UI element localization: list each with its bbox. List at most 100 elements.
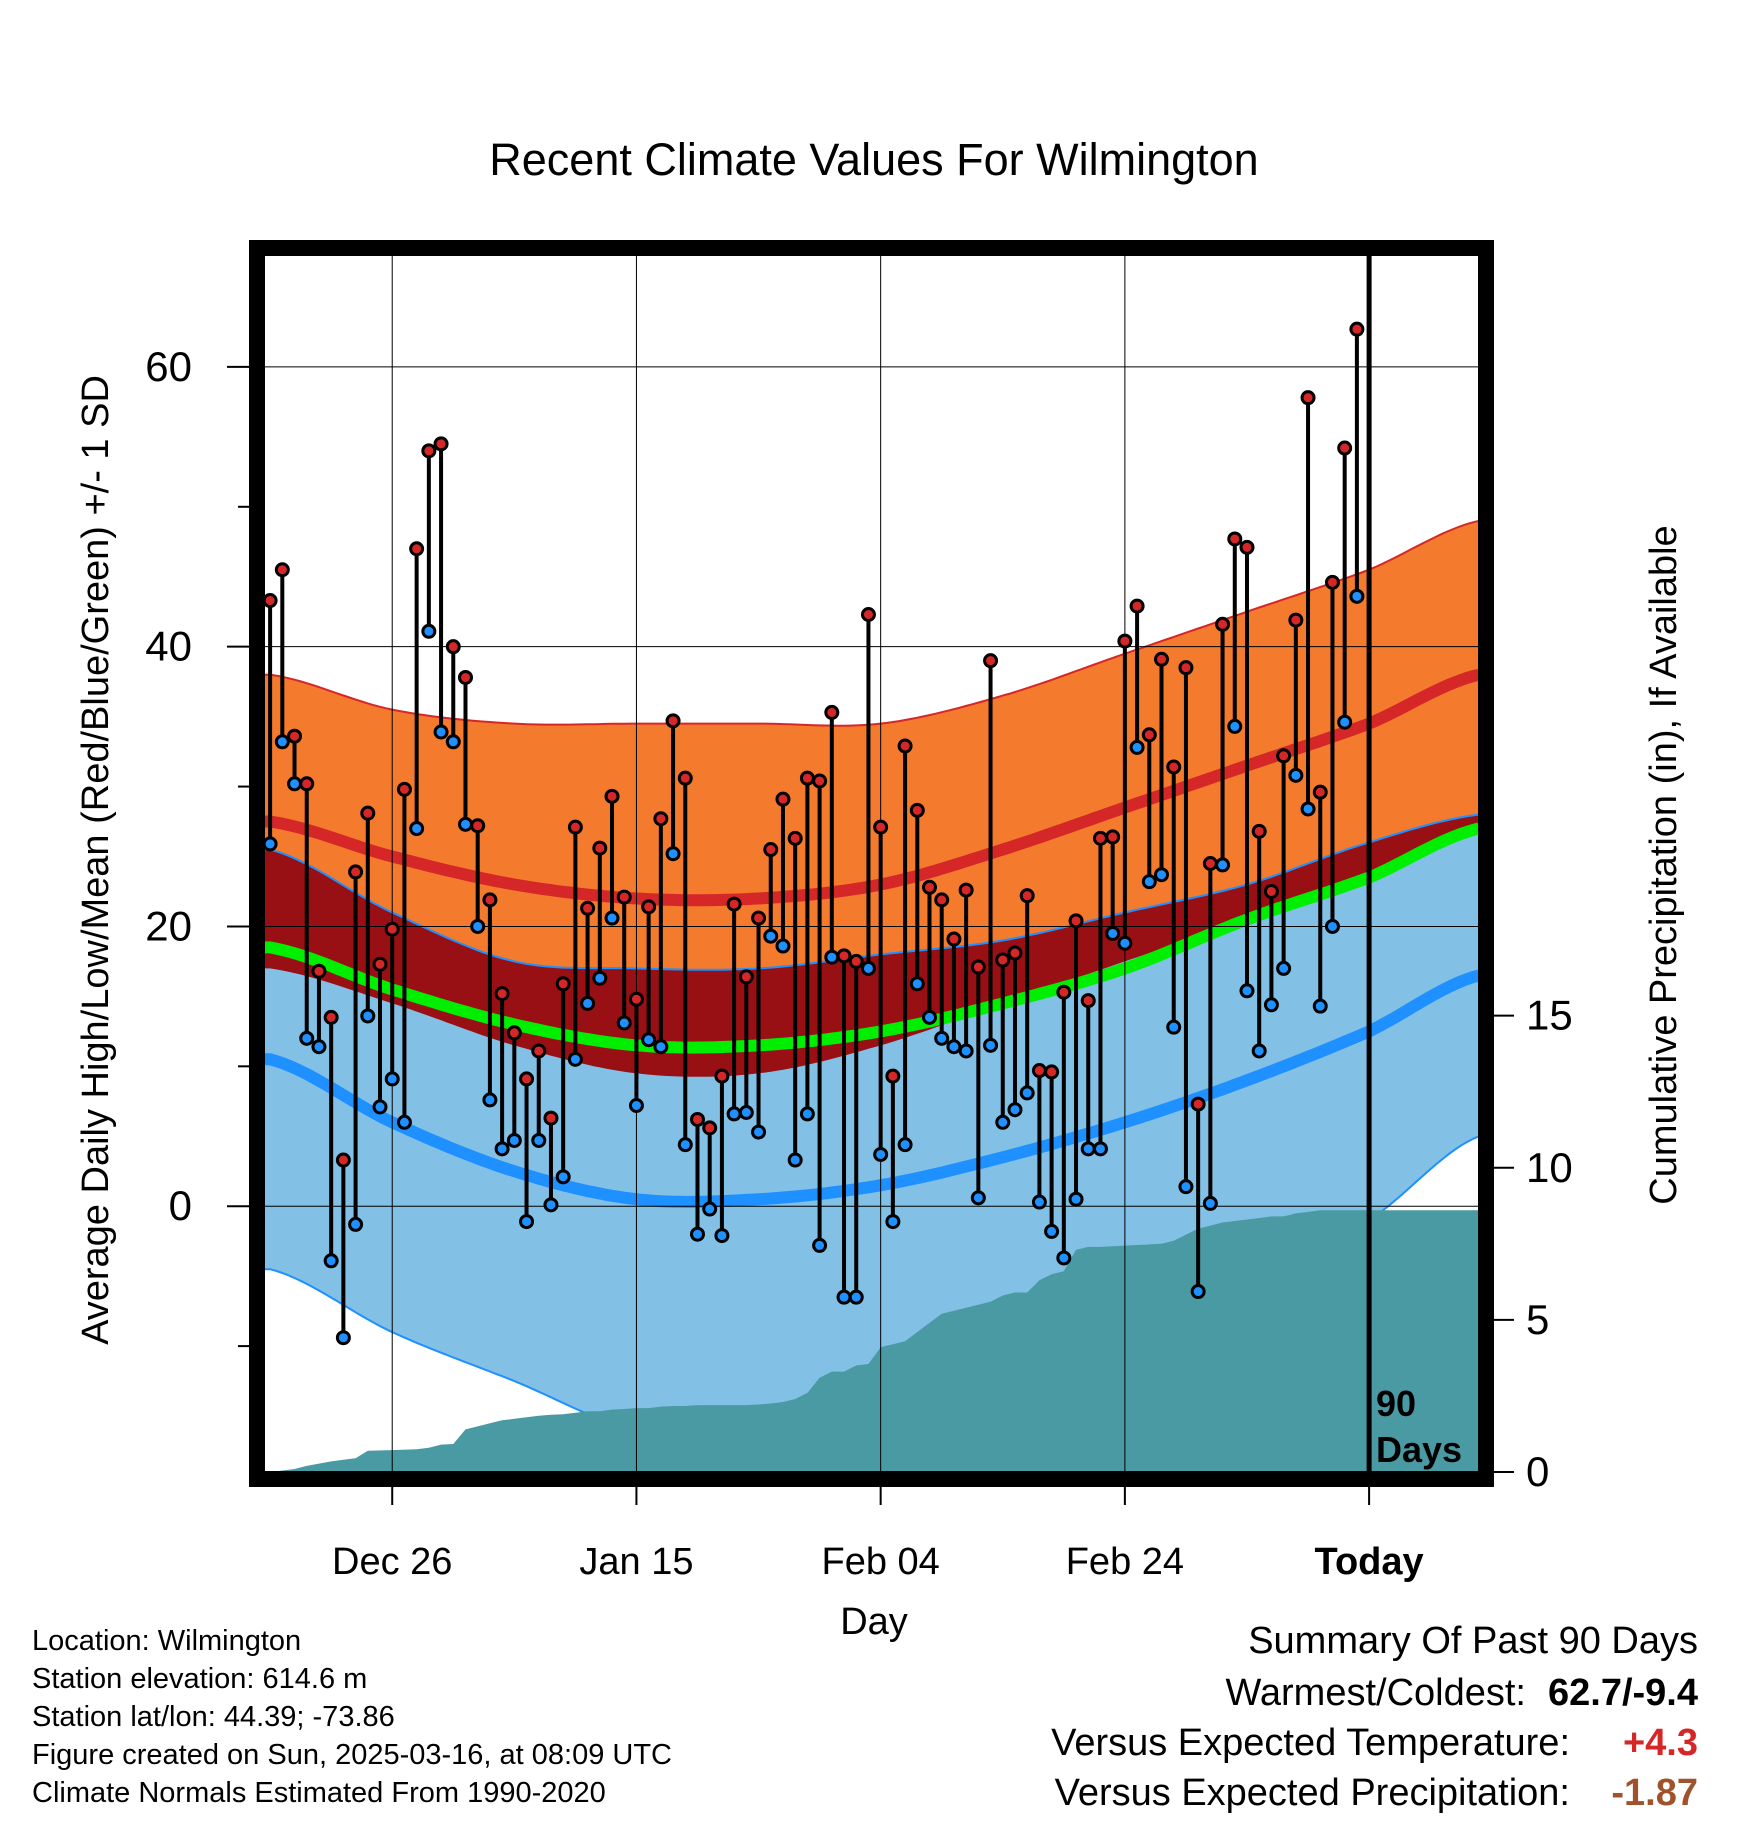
daily-points	[264, 321, 1365, 1346]
low-point	[616, 1015, 632, 1031]
high-point	[1117, 633, 1133, 649]
high-point	[983, 653, 999, 669]
low-point	[372, 1099, 388, 1115]
high-point	[970, 959, 986, 975]
high-point	[885, 1068, 901, 1084]
high-point	[274, 562, 290, 578]
low-point	[860, 960, 876, 976]
x-axis: Dec 26 Jan 15 Feb 04 Feb 24 Today	[332, 1487, 1424, 1583]
temp-value: +4.3	[1622, 1722, 1698, 1764]
low-point	[1263, 997, 1279, 1013]
low-point	[580, 995, 596, 1011]
high-point	[1105, 829, 1121, 845]
low-point	[763, 928, 779, 944]
high-point	[641, 899, 657, 915]
high-point	[702, 1120, 718, 1136]
high-point	[922, 879, 938, 895]
warmest-value: 62.7/-9.4	[1548, 1672, 1698, 1714]
high-point	[1337, 440, 1353, 456]
high-point	[909, 802, 925, 818]
precip-label: Versus Expected Precipitation:	[1054, 1772, 1570, 1814]
high-point	[628, 991, 644, 1007]
y2-tick-label: 5	[1526, 1296, 1549, 1343]
y-axis-label: Average Daily High/Low/Mean (Red/Blue/Gr…	[75, 375, 117, 1345]
high-point	[1324, 574, 1340, 590]
high-point	[396, 781, 412, 797]
low-point	[1239, 983, 1255, 999]
low-point	[922, 1009, 938, 1025]
high-point	[1215, 616, 1231, 632]
low-point	[1117, 935, 1133, 951]
info-elevation: Station elevation: 614.6 m	[32, 1663, 368, 1695]
x-axis-label: Day	[840, 1601, 908, 1643]
high-point	[787, 830, 803, 846]
info-location: Location: Wilmington	[32, 1625, 302, 1657]
high-point	[506, 1025, 522, 1041]
high-point	[592, 840, 608, 856]
low-point	[299, 1030, 315, 1046]
low-point	[812, 1237, 828, 1253]
low-point	[1019, 1085, 1035, 1101]
high-point	[1007, 945, 1023, 961]
low-point	[641, 1032, 657, 1048]
high-point	[482, 892, 498, 908]
high-point	[433, 436, 449, 452]
low-point	[958, 1043, 974, 1059]
high-point	[299, 776, 315, 792]
info-created: Figure created on Sun, 2025-03-16, at 08…	[32, 1739, 672, 1771]
low-point	[665, 846, 681, 862]
today-days-number: 90	[1376, 1383, 1416, 1424]
y2-axis-label: Cumulative Precipitation (in), If Availa…	[1643, 525, 1685, 1204]
low-point	[604, 910, 620, 926]
low-point	[751, 1124, 767, 1140]
high-point	[799, 770, 815, 786]
high-point	[665, 713, 681, 729]
high-point	[409, 541, 425, 557]
high-point	[348, 864, 364, 880]
high-point	[836, 948, 852, 964]
high-point	[873, 819, 889, 835]
x-tick-label: Feb 24	[1066, 1541, 1184, 1583]
overlap-band	[264, 814, 1479, 1077]
low-point	[653, 1039, 669, 1055]
y2-tick-label: 15	[1526, 992, 1573, 1039]
high-point	[1202, 856, 1218, 871]
x-tick-label: Jan 15	[579, 1541, 693, 1583]
low-point	[360, 1008, 376, 1024]
low-point	[323, 1253, 339, 1269]
low-point	[1202, 1195, 1218, 1211]
high-point	[372, 956, 388, 972]
low-point	[519, 1214, 535, 1230]
y-tick-label: 20	[145, 902, 192, 949]
low-point	[726, 1106, 742, 1122]
y2-axis: 0 5 10 15	[1494, 992, 1573, 1495]
high-point	[1080, 993, 1096, 1009]
y-tick-label: 60	[145, 343, 192, 390]
low-point	[970, 1190, 986, 1206]
low-point	[1251, 1043, 1267, 1059]
high-point	[653, 811, 669, 827]
high-point	[604, 788, 620, 804]
low-point	[1105, 925, 1121, 941]
low-point	[897, 1137, 913, 1153]
high-point	[1251, 823, 1267, 839]
today-days-label: 90 Days	[1376, 1383, 1462, 1470]
high-point	[1044, 1064, 1060, 1080]
high-point	[1190, 1096, 1206, 1112]
high-point	[1141, 727, 1157, 743]
low-point	[1141, 874, 1157, 890]
high-point	[1166, 759, 1182, 775]
low-point	[983, 1037, 999, 1053]
high-point	[335, 1152, 351, 1168]
high-point	[287, 728, 303, 744]
precipitation-area	[270, 1210, 1479, 1472]
low-point	[470, 918, 486, 934]
high-point	[1300, 390, 1316, 406]
high-point	[1178, 660, 1194, 676]
low-point	[1324, 918, 1340, 934]
high-point	[1056, 984, 1072, 1000]
high-point	[824, 704, 840, 720]
low-point	[714, 1228, 730, 1244]
high-point	[958, 882, 974, 898]
high-point	[1288, 612, 1304, 628]
